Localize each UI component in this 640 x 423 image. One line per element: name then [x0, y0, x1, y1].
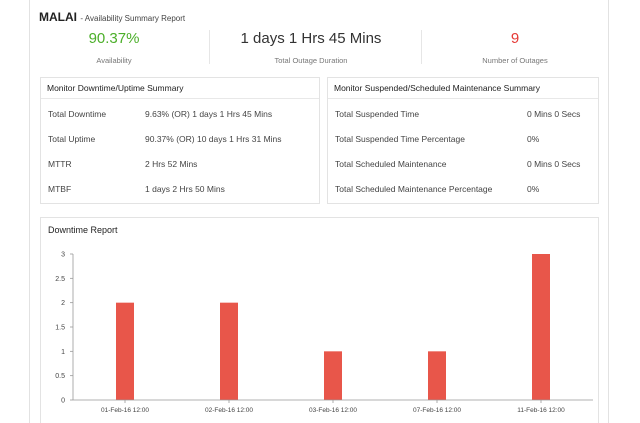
- y-tick-label: 1: [61, 349, 65, 356]
- row-label: Total Downtime: [48, 109, 107, 119]
- row-value: 0%: [527, 134, 540, 144]
- row-value: 9.63% (OR) 1 days 1 Hrs 45 Mins: [145, 109, 273, 119]
- kpi-divider: [209, 30, 210, 64]
- kpi-availability: 90.37% Availability: [44, 30, 184, 65]
- kpi-availability-value: 90.37%: [88, 30, 140, 47]
- downtime-summary-panel: Monitor Downtime/Uptime Summary Total Do…: [40, 77, 320, 204]
- row-value: 0 Mins 0 Secs: [527, 109, 581, 119]
- kpi-availability-label: Availability: [96, 56, 132, 65]
- row-label: MTBF: [48, 184, 72, 194]
- y-tick-label: 2.5: [55, 276, 65, 283]
- bar[interactable]: [220, 302, 238, 400]
- panel-title: Monitor Downtime/Uptime Summary: [47, 83, 184, 93]
- report-subtitle: Availability Summary Report: [84, 14, 186, 23]
- kpi-outage-duration: 1 days 1 Hrs 45 Mins Total Outage Durati…: [225, 30, 397, 65]
- row-value: 90.37% (OR) 10 days 1 Hrs 31 Mins: [145, 134, 282, 144]
- kpi-outages-label: Number of Outages: [482, 56, 548, 65]
- x-tick-label: 02-Feb-16 12:00: [205, 407, 253, 414]
- report-title: MALAI - Availability Summary Report: [39, 10, 185, 24]
- bar[interactable]: [116, 302, 134, 400]
- downtime-chart: 0 0.5 1 1.5 2 2.5 3 01-Feb-16 12:00 02-Feb-16 1…: [55, 252, 593, 414]
- y-tick-label: 3: [61, 252, 65, 259]
- row-value: 0%: [527, 184, 540, 194]
- row-label: Total Uptime: [48, 134, 96, 144]
- downtime-report-panel: Downtime Report 0 0.5 1 1.5 2 2.5 3 01-Feb-16 …: [40, 217, 599, 423]
- row-label: Total Suspended Time Percentage: [335, 134, 465, 144]
- panel-header: Monitor Downtime/Uptime Summary: [41, 78, 319, 99]
- maintenance-summary-panel: Monitor Suspended/Scheduled Maintenance …: [327, 77, 599, 204]
- report-subtitle-prefix: -: [80, 14, 85, 23]
- chart-title: Downtime Report: [48, 225, 118, 235]
- y-tick-label: 0: [61, 398, 65, 405]
- report-frame: [29, 0, 609, 423]
- y-tick-label: 1.5: [55, 325, 65, 332]
- bar[interactable]: [428, 351, 446, 400]
- bars: [116, 254, 550, 400]
- y-tick-label: 2: [61, 300, 65, 307]
- monitor-name: MALAI: [39, 10, 77, 24]
- kpi-divider: [421, 30, 422, 64]
- row-label: Total Scheduled Maintenance: [335, 159, 447, 169]
- x-tick-label: 11-Feb-16 12:00: [517, 407, 565, 414]
- x-axis: 01-Feb-16 12:00 02-Feb-16 12:00 03-Feb-16 …: [73, 399, 593, 414]
- kpi-outages: 9 Number of Outages: [442, 30, 588, 65]
- bar[interactable]: [324, 351, 342, 400]
- y-tick-label: 0.5: [55, 373, 65, 380]
- x-tick-label: 01-Feb-16 12:00: [101, 407, 149, 414]
- x-tick-label: 03-Feb-16 12:00: [309, 407, 357, 414]
- panel-title: Monitor Suspended/Scheduled Maintenance …: [334, 83, 541, 93]
- row-value: 2 Hrs 52 Mins: [145, 159, 198, 169]
- row-label: Total Scheduled Maintenance Percentage: [335, 184, 493, 194]
- row-value: 0 Mins 0 Secs: [527, 159, 581, 169]
- kpi-outages-value: 9: [510, 30, 520, 47]
- y-axis: 0 0.5 1 1.5 2 2.5 3: [55, 252, 74, 405]
- kpi-outage-duration-value: 1 days 1 Hrs 45 Mins: [240, 30, 382, 47]
- row-label: Total Suspended Time: [335, 109, 420, 119]
- row-value: 1 days 2 Hrs 50 Mins: [145, 184, 225, 194]
- row-label: MTTR: [48, 159, 72, 169]
- kpi-outage-duration-label: Total Outage Duration: [274, 56, 348, 65]
- bar[interactable]: [532, 254, 550, 400]
- x-tick-label: 07-Feb-16 12:00: [413, 407, 461, 414]
- panel-header: Monitor Suspended/Scheduled Maintenance …: [328, 78, 598, 99]
